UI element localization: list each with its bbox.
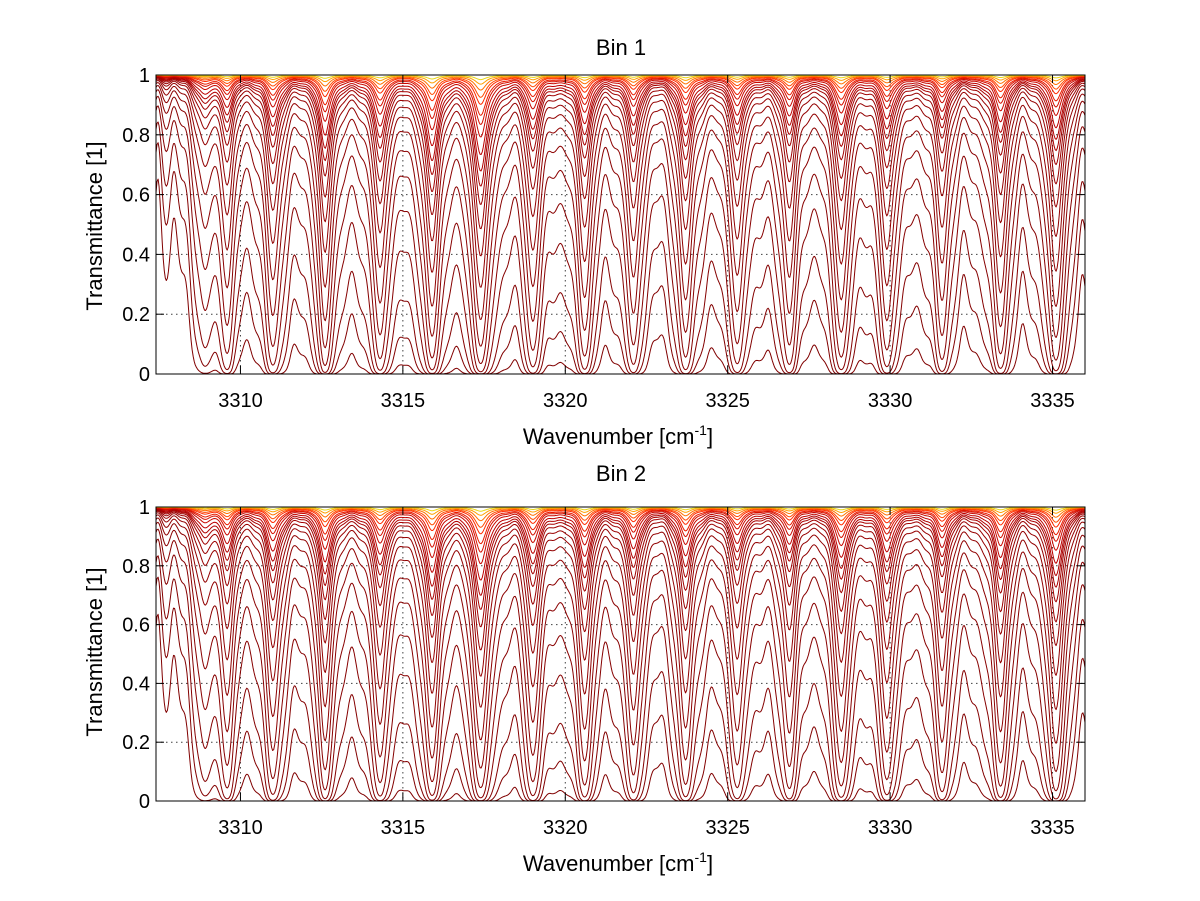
x-tick-label: 3310 bbox=[218, 390, 263, 412]
series-line bbox=[155, 74, 1085, 85]
x-tick-label: 3325 bbox=[705, 390, 750, 412]
x-tick-label: 3335 bbox=[1030, 390, 1075, 412]
x-tick-label: 3310 bbox=[218, 817, 263, 839]
x-tick-label: 3335 bbox=[1030, 817, 1075, 839]
y-tick-label: 1 bbox=[139, 65, 150, 87]
y-tick-label: 0 bbox=[139, 791, 150, 813]
series-line bbox=[155, 78, 1086, 257]
series-line bbox=[155, 555, 1086, 802]
y-tick-label: 0.6 bbox=[122, 615, 150, 637]
y-tick-label: 0.4 bbox=[122, 673, 150, 695]
series-line bbox=[155, 514, 1086, 741]
x-axis-label-main: Wavenumber [cm bbox=[523, 424, 695, 449]
x-axis-label-close: ] bbox=[707, 851, 713, 876]
series-line bbox=[156, 506, 1085, 512]
series-line bbox=[155, 75, 1086, 125]
series-line bbox=[155, 142, 1086, 375]
chart-title: Bin 1 bbox=[596, 35, 646, 60]
series-line bbox=[155, 507, 1086, 545]
y-tick-label: 0 bbox=[139, 364, 150, 386]
series-line bbox=[155, 85, 1086, 347]
series-line bbox=[155, 509, 1086, 628]
series-line bbox=[155, 76, 1086, 172]
series-line bbox=[155, 82, 1086, 320]
series-line bbox=[156, 74, 1086, 98]
series-line bbox=[155, 508, 1086, 596]
series-line bbox=[155, 507, 1086, 553]
x-tick-label: 3320 bbox=[543, 390, 588, 412]
series-line bbox=[155, 75, 1086, 116]
y-axis-label: Transmittance [1] bbox=[82, 567, 107, 736]
series-line bbox=[155, 178, 1086, 375]
series-line bbox=[156, 75, 1086, 105]
series-line bbox=[156, 506, 1086, 528]
x-axis-label-close: ] bbox=[707, 424, 713, 449]
x-tick-label: 3330 bbox=[868, 817, 913, 839]
series-line bbox=[155, 507, 1086, 535]
x-tick-label: 3315 bbox=[381, 817, 426, 839]
x-axis-label: Wavenumber [cm-1] bbox=[523, 849, 713, 876]
x-tick-label: 3315 bbox=[381, 390, 426, 412]
chart-title: Bin 2 bbox=[596, 461, 646, 486]
series-line bbox=[155, 512, 1086, 708]
series-line bbox=[155, 517, 1086, 769]
plot-area-frame bbox=[155, 506, 1086, 802]
panel-bin-1: Bin 1 Transmittance [1] Wavenumber [cm-1… bbox=[82, 35, 1086, 449]
series-line bbox=[155, 508, 1086, 581]
y-tick-label: 0.6 bbox=[122, 185, 150, 207]
series-line bbox=[155, 74, 1086, 91]
series-line bbox=[155, 121, 1086, 375]
x-tick-label: 3330 bbox=[868, 390, 913, 412]
y-tick-label: 0.2 bbox=[122, 304, 150, 326]
y-axis-label: Transmittance [1] bbox=[82, 141, 107, 310]
x-axis-label: Wavenumber [cm-1] bbox=[523, 422, 713, 449]
y-tick-label: 0.8 bbox=[122, 125, 150, 147]
series-line bbox=[155, 576, 1086, 802]
series-line bbox=[155, 613, 1086, 802]
series-line bbox=[155, 77, 1086, 205]
series-line bbox=[155, 538, 1086, 802]
series-line bbox=[155, 75, 1086, 155]
series-line bbox=[156, 74, 1085, 81]
y-tick-label: 1 bbox=[139, 497, 150, 519]
x-tick-label: 3325 bbox=[705, 817, 750, 839]
y-tick-label: 0.4 bbox=[122, 244, 150, 266]
series-line bbox=[155, 95, 1086, 373]
x-axis-label-main: Wavenumber [cm bbox=[523, 851, 695, 876]
series-line bbox=[155, 506, 1085, 522]
series-line bbox=[155, 528, 1086, 799]
series-line bbox=[155, 80, 1086, 288]
y-tick-label: 0.2 bbox=[122, 732, 150, 754]
series-line bbox=[155, 521, 1086, 789]
series-line bbox=[155, 75, 1086, 138]
series-line bbox=[155, 105, 1086, 375]
series-line bbox=[155, 89, 1086, 364]
plot-area-frame bbox=[155, 74, 1086, 375]
x-axis-label-superscript: -1 bbox=[695, 849, 708, 865]
x-tick-label: 3320 bbox=[543, 817, 588, 839]
series-line bbox=[155, 76, 1086, 187]
series-line bbox=[155, 509, 1086, 651]
series-line bbox=[155, 77, 1086, 230]
x-axis-label-superscript: -1 bbox=[695, 422, 708, 438]
panel-bin-2: Bin 2 Transmittance [1] Wavenumber [cm-1… bbox=[82, 461, 1086, 876]
series-line bbox=[155, 506, 1085, 516]
series-line bbox=[155, 508, 1086, 610]
series-line bbox=[155, 507, 1086, 565]
series-line bbox=[155, 510, 1086, 677]
y-tick-label: 0.8 bbox=[122, 556, 150, 578]
